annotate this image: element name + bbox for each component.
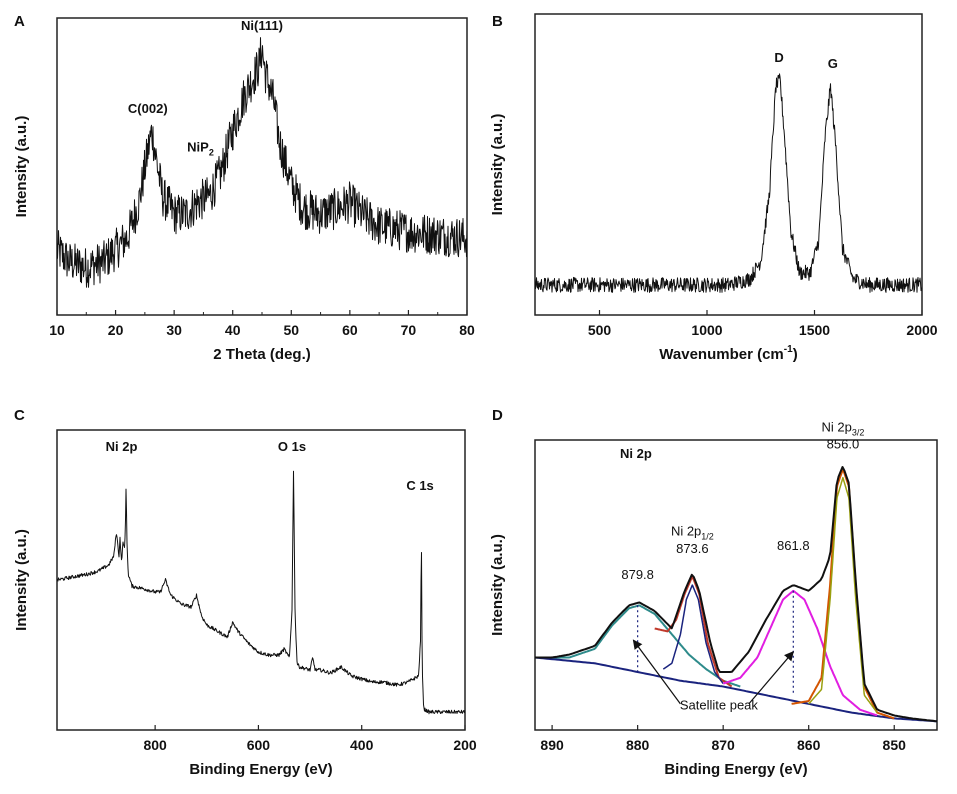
panel-letter: C	[14, 407, 25, 424]
x-axis-label: Binding Energy (eV)	[189, 761, 332, 778]
x-tick-label: 400	[350, 737, 374, 753]
y-axis-label: Intensity (a.u.)	[489, 114, 506, 216]
panel-c: C 800 600 400 200 Binding Energy (eV) Intensit…	[13, 407, 477, 778]
peak-annotation: Ni 2p3/2	[821, 419, 864, 437]
series-line	[791, 468, 895, 720]
peak-annotation: 879.8	[621, 567, 654, 582]
series-line	[535, 656, 937, 723]
plot-frame	[534, 13, 923, 316]
x-axis-label: Binding Energy (eV)	[664, 761, 807, 778]
x-axis-label-end: )	[793, 346, 798, 363]
panel-a: A 10 20 30 40 50 60 70 80 2 Theta (deg.) Intensity…	[13, 13, 475, 363]
x-tick-label: 80	[459, 322, 475, 338]
x-tick-label: 60	[342, 322, 358, 338]
annotation-subscript: 2	[209, 148, 214, 158]
series-line	[654, 575, 733, 688]
peak-annotation: Ni 2p	[106, 439, 138, 454]
series-line	[722, 589, 878, 717]
plot-frame	[56, 429, 466, 731]
peak-annotation: C(002)	[128, 101, 168, 116]
panel-letter: B	[492, 13, 503, 30]
peak-annotation: 861.8	[777, 538, 810, 553]
peak-annotation: G	[828, 56, 838, 71]
x-tick-label: 850	[883, 737, 907, 753]
panel-d: D 890 880 870 860 850 Binding Energy (eV) Inten…	[489, 407, 938, 778]
x-axis-label-sup: -1	[784, 344, 793, 355]
panel-letter: A	[14, 13, 25, 30]
x-tick-label: 200	[453, 737, 477, 753]
plot-area	[535, 73, 922, 293]
x-tick-label: 600	[247, 737, 271, 753]
peak-annotation: D	[774, 50, 783, 65]
series-line	[662, 584, 724, 685]
x-tick-label: 500	[588, 322, 612, 338]
annotation-subscript: 1/2	[701, 532, 714, 542]
x-tick-label: 800	[143, 737, 167, 753]
x-tick-label: 870	[711, 737, 735, 753]
peak-annotation: NiP2	[187, 140, 214, 158]
annotation-arrow	[748, 650, 794, 705]
y-axis-label: Intensity (a.u.)	[13, 116, 30, 218]
x-tick-label: 30	[166, 322, 182, 338]
x-tick-label: 860	[797, 737, 821, 753]
plot-area	[57, 37, 467, 288]
peak-annotation: Ni 2p1/2	[671, 524, 714, 542]
x-axis-label: Wavenumber (cm-1)	[659, 344, 797, 363]
x-axis-label: 2 Theta (deg.)	[213, 346, 311, 363]
plot-area	[57, 470, 465, 715]
x-tick-label: 1500	[799, 322, 830, 338]
panel-letter: D	[492, 407, 503, 424]
plot-area	[535, 466, 937, 723]
y-axis-label: Intensity (a.u.)	[13, 529, 30, 631]
x-tick-label: 890	[540, 737, 564, 753]
annotation-subscript: 3/2	[852, 427, 865, 437]
plot-frame	[534, 439, 938, 731]
x-tick-label: 50	[283, 322, 299, 338]
x-tick-label: 40	[225, 322, 241, 338]
panel-b: B 500 1000 1500 2000 Wavenumber (cm-1) Intensi…	[489, 13, 938, 363]
series-line	[57, 470, 465, 715]
peak-annotation: 873.6	[676, 541, 709, 556]
y-axis-label: Intensity (a.u.)	[489, 534, 506, 636]
x-tick-label: 70	[401, 322, 417, 338]
peak-annotation: Satellite peak	[680, 698, 759, 713]
peak-annotation: 856.0	[827, 437, 860, 452]
peak-annotation: O 1s	[278, 439, 306, 454]
series-line	[808, 476, 878, 713]
series-line	[535, 466, 937, 723]
x-tick-label: 20	[108, 322, 124, 338]
x-tick-label: 880	[626, 737, 650, 753]
series-line	[57, 37, 467, 288]
annotation-arrow	[632, 639, 681, 705]
x-tick-label: 10	[49, 322, 65, 338]
series-line	[535, 73, 922, 293]
x-tick-label: 2000	[906, 322, 937, 338]
x-tick-label: 1000	[691, 322, 722, 338]
panel-title: Ni 2p	[620, 446, 652, 461]
peak-annotation: Ni(111)	[241, 18, 283, 33]
peak-annotation: C 1s	[406, 478, 433, 493]
